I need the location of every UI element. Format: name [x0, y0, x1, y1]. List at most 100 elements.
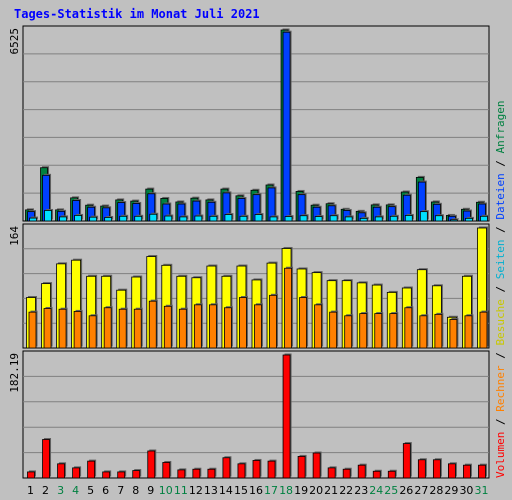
day-label-28: 28: [429, 484, 443, 497]
day-label-21: 21: [324, 484, 338, 497]
bar-seiten-day-1: [29, 217, 37, 222]
bar-seiten-day-12: [194, 215, 203, 222]
day-label-4: 4: [72, 484, 79, 497]
day-label-17: 17: [264, 484, 278, 497]
bar-seiten-day-25: [389, 215, 398, 222]
day-label-26: 26: [399, 484, 413, 497]
bar-seiten-day-28: [434, 215, 443, 222]
bar-rechner-day-14: [224, 307, 232, 349]
bar-rechner-day-21: [329, 311, 338, 349]
bar-seiten-day-6: [104, 217, 113, 222]
day-label-11: 11: [174, 484, 188, 497]
bar-volumen-day-23: [357, 464, 366, 479]
day-label-31: 31: [474, 484, 488, 497]
bar-seiten-day-14: [224, 214, 233, 222]
bar-volumen-day-31: [478, 464, 486, 479]
bar-seiten-day-18: [284, 216, 293, 222]
bar-rechner-day-26: [404, 307, 413, 349]
bar-volumen-day-15: [237, 463, 246, 479]
day-label-3: 3: [57, 484, 64, 497]
bar-volumen-day-21: [327, 467, 336, 479]
legend-rechner: Rechner: [494, 365, 507, 412]
day-label-30: 30: [459, 484, 473, 497]
panel-frame: [22, 25, 490, 222]
day-label-13: 13: [204, 484, 218, 497]
day-label-15: 15: [234, 484, 248, 497]
bar-seiten-day-2: [44, 210, 52, 222]
legend-besuche: Besuche: [494, 299, 507, 345]
day-label-24: 24: [369, 484, 383, 497]
bar-volumen-day-1: [27, 471, 35, 479]
day-label-22: 22: [339, 484, 353, 497]
bar-volumen-day-10: [162, 462, 171, 479]
bar-volumen-day-27: [417, 459, 426, 479]
bar-rechner-day-23: [359, 313, 368, 349]
bar-rechner-day-16: [254, 304, 262, 349]
bar-seiten-day-29: [450, 219, 458, 222]
panel-volume: 182.19: [8, 350, 490, 479]
bar-volumen-day-28: [432, 459, 441, 479]
bar-volumen-day-29: [448, 463, 456, 479]
bar-rechner-day-1: [28, 311, 37, 349]
day-label-2: 2: [42, 484, 49, 497]
bar-rechner-day-9: [148, 300, 157, 349]
bar-rechner-day-19: [299, 297, 307, 349]
day-label-20: 20: [309, 484, 323, 497]
day-label-14: 14: [219, 484, 233, 497]
bar-dateien-day-18: [282, 31, 291, 222]
bar-shadow: [451, 218, 459, 220]
bar-rechner-day-10: [163, 305, 172, 349]
day-label-7: 7: [117, 484, 124, 497]
bar-rechner-day-31: [479, 311, 488, 349]
bar-seiten-day-15: [239, 215, 248, 222]
bar-seiten-day-11: [179, 216, 188, 222]
bar-volumen-day-26: [402, 443, 411, 479]
legend-sep: /: [494, 153, 507, 173]
bar-rechner-day-28: [434, 313, 443, 349]
bar-seiten-day-20: [314, 216, 323, 222]
bar-rechner-day-22: [344, 315, 353, 349]
bar-seiten-day-8: [134, 215, 143, 222]
day-label-10: 10: [159, 484, 173, 497]
day-label-8: 8: [132, 484, 139, 497]
day-label-6: 6: [102, 484, 109, 497]
bar-rechner-day-7: [118, 308, 127, 349]
bar-seiten-day-17: [269, 216, 278, 222]
y-max-label: 164: [8, 226, 21, 246]
bar-rechner-day-2: [43, 308, 52, 349]
bar-volumen-day-8: [132, 470, 141, 479]
bar-rechner-day-8: [133, 308, 142, 349]
bar-rechner-day-30: [464, 315, 473, 349]
legend-sep: /: [494, 279, 507, 299]
bar-volumen-day-5: [87, 460, 96, 479]
bar-rechner-day-18: [284, 267, 292, 349]
bar-seiten-day-10: [164, 215, 173, 222]
day-label-1: 1: [27, 484, 34, 497]
bar-rechner-day-29: [449, 319, 458, 349]
bar-seiten-day-27: [419, 211, 428, 222]
bar-volumen-day-2: [42, 439, 50, 479]
bar-volumen-day-4: [72, 467, 80, 479]
bar-rechner-day-15: [239, 297, 247, 349]
day-label-12: 12: [189, 484, 203, 497]
legend-anfragen: Anfragen: [494, 100, 507, 153]
bar-volumen-day-11: [177, 469, 186, 479]
legend-volumen: Volumen: [494, 432, 507, 478]
bar-seiten-day-13: [209, 215, 218, 222]
bar-volumen-day-18: [282, 354, 291, 479]
bar-seiten-day-7: [119, 215, 128, 222]
day-label-23: 23: [354, 484, 368, 497]
bar-rechner-day-20: [314, 304, 323, 349]
bar-rechner-day-11: [178, 308, 187, 349]
bar-volumen-day-24: [372, 470, 381, 479]
panel-requests: 6525: [8, 25, 490, 222]
bar-seiten-day-4: [74, 215, 82, 222]
bar-volumen-day-6: [102, 471, 111, 479]
bar-volumen-day-13: [207, 468, 216, 479]
bar-volumen-day-20: [312, 452, 321, 479]
bar-seiten-day-26: [404, 215, 413, 222]
bar-seiten-day-24: [374, 216, 383, 222]
bar-volumen-day-25: [387, 470, 396, 479]
bar-seiten-day-16: [254, 214, 263, 222]
